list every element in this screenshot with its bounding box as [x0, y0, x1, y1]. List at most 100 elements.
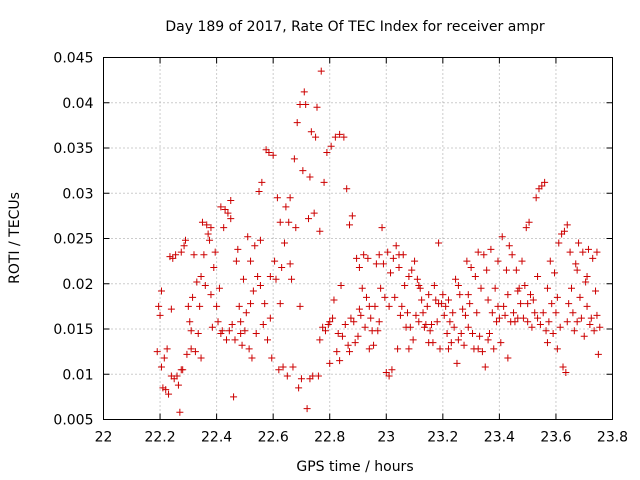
data-point [519, 314, 527, 322]
data-point [244, 233, 252, 241]
data-point [502, 266, 510, 274]
data-point [534, 273, 542, 281]
data-point [307, 128, 315, 136]
data-point [275, 366, 283, 374]
data-point [326, 359, 334, 367]
data-point [529, 296, 537, 304]
data-point [333, 348, 341, 356]
data-point [425, 339, 433, 347]
data-point [207, 291, 215, 299]
data-point [433, 318, 441, 326]
data-point [251, 242, 259, 250]
data-point [477, 284, 485, 292]
data-point [543, 284, 551, 292]
data-point [471, 273, 479, 281]
data-point [566, 248, 574, 256]
data-point [360, 251, 368, 259]
data-point [155, 302, 163, 310]
data-point [487, 245, 495, 253]
data-point [542, 327, 550, 335]
data-point [461, 311, 469, 319]
data-point [312, 133, 320, 141]
y-tick-label: 0.015 [53, 322, 93, 338]
data-point [290, 155, 298, 163]
data-point [396, 311, 404, 319]
data-point [295, 384, 303, 392]
x-tick-label: 22.2 [144, 430, 175, 446]
data-point [493, 318, 501, 326]
x-axis-label: GPS time / hours [296, 459, 413, 475]
data-point [255, 187, 263, 195]
x-tick-label: 22.4 [201, 430, 232, 446]
data-point [413, 275, 421, 283]
data-point [504, 291, 512, 299]
data-point [271, 257, 279, 265]
data-point [313, 103, 321, 111]
data-point [518, 257, 526, 265]
data-point [425, 291, 433, 299]
data-point [217, 203, 225, 211]
data-point [247, 257, 255, 265]
data-point [548, 300, 556, 308]
data-point [189, 293, 197, 301]
data-point [385, 302, 393, 310]
data-point [248, 354, 256, 362]
data-point [545, 318, 553, 326]
data-point [163, 345, 171, 353]
data-point [428, 320, 436, 328]
data-point [395, 263, 403, 271]
data-point [408, 266, 416, 274]
data-point [460, 341, 468, 349]
data-point [580, 332, 588, 340]
data-point [174, 381, 182, 389]
data-point [583, 302, 591, 310]
data-point [242, 309, 250, 317]
data-point [593, 248, 601, 256]
data-point [485, 330, 493, 338]
data-point [169, 254, 177, 262]
data-point [525, 218, 533, 226]
data-point [173, 372, 181, 380]
data-point [575, 239, 583, 247]
data-point [508, 251, 516, 259]
data-point [327, 142, 335, 150]
data-point [388, 366, 396, 374]
data-point [343, 185, 351, 193]
data-point [415, 282, 423, 290]
data-point [273, 194, 281, 202]
x-tick-label: 23.6 [540, 430, 571, 446]
data-point [546, 257, 554, 265]
data-point [316, 336, 324, 344]
data-point [183, 350, 191, 358]
data-point [186, 318, 194, 326]
data-point [266, 273, 274, 281]
data-point [220, 224, 228, 232]
data-point [387, 269, 395, 277]
data-point [230, 393, 238, 401]
data-point [559, 363, 567, 371]
data-point [279, 363, 287, 371]
data-point [334, 330, 342, 338]
data-point [336, 130, 344, 138]
y-axis-label: ROTI / TECUs [7, 192, 23, 284]
data-point [435, 239, 443, 247]
data-point [375, 251, 383, 259]
data-point [419, 309, 427, 317]
data-point [521, 282, 529, 290]
data-point [498, 233, 506, 241]
data-point [297, 375, 305, 383]
data-point [344, 341, 352, 349]
data-point [374, 327, 382, 335]
data-point [384, 248, 392, 256]
data-point [269, 151, 277, 159]
data-point [589, 254, 597, 262]
y-tick-label: 0.025 [53, 232, 93, 248]
x-tick-label: 22 [95, 430, 113, 446]
data-point [446, 318, 454, 326]
data-point [394, 345, 402, 353]
data-point [305, 215, 313, 223]
data-point [357, 311, 365, 319]
data-point [549, 330, 557, 338]
data-point [266, 314, 274, 322]
data-point [440, 311, 448, 319]
